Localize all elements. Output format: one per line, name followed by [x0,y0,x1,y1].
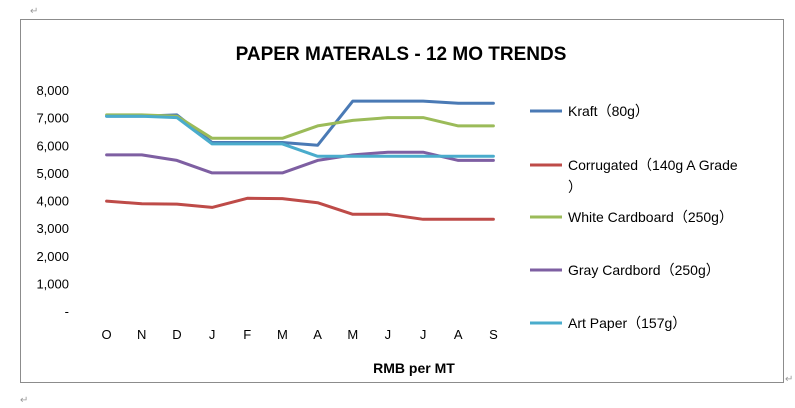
y-tick-label: 2,000 [36,249,69,264]
y-tick-label: - [65,304,69,319]
legend-label-1: ） [568,179,582,195]
x-tick-label: O [102,327,112,342]
y-tick-label: 7,000 [36,111,69,126]
x-axis-label: RMB per MT [373,360,455,376]
legend: Kraft（80g） Corrugated（140g A Grade ） White … [530,103,738,331]
chart-title: PAPER MATERALS - 12 MO TRENDS [236,44,567,65]
x-tick-label: N [137,327,146,342]
legend-label-0: Kraft（80g） [568,103,649,119]
legend-label-1: Corrugated（140g A Grade [568,157,738,173]
x-tick-label: A [313,327,322,342]
series-line-3 [105,150,495,175]
legend-label-3: Gray Cardbord（250g） [568,262,720,278]
x-tick-label: A [454,327,463,342]
legend-label-4: Art Paper（157g） [568,315,686,331]
x-tick-label: S [489,327,498,342]
y-tick-label: 3,000 [36,221,69,236]
y-tick-label: 8,000 [36,83,69,98]
y-tick-label: 6,000 [36,138,69,153]
x-tick-label: M [347,327,358,342]
legend-label-2: White Cardboard（250g） [568,209,733,225]
x-tick-label: D [172,327,181,342]
line-chart: PAPER MATERALS - 12 MO TRENDS - 1,000 2,00… [36,44,738,376]
paragraph-mark-top: ↵ [30,6,39,17]
x-tick-label: J [385,327,392,342]
y-tick-label: 1,000 [36,276,69,291]
paragraph-mark-bottom: ↵ [20,395,29,406]
x-tick-label: J [209,327,216,342]
x-tick-label: J [420,327,427,342]
y-axis-ticks: - 1,000 2,000 3,000 4,000 5,000 6,000 7,000 8,00… [36,83,69,319]
paragraph-mark-right: ↵ [785,374,794,385]
series-line-1 [105,196,495,221]
series-lines [105,99,495,221]
series-line-0 [105,99,495,147]
y-tick-label: 4,000 [36,194,69,209]
series-line-4 [105,114,495,158]
chart-frame: PAPER MATERALS - 12 MO TRENDS - 1,000 2,00… [20,19,784,383]
x-tick-label: M [277,327,288,342]
y-tick-label: 5,000 [36,166,69,181]
x-tick-label: F [243,327,251,342]
